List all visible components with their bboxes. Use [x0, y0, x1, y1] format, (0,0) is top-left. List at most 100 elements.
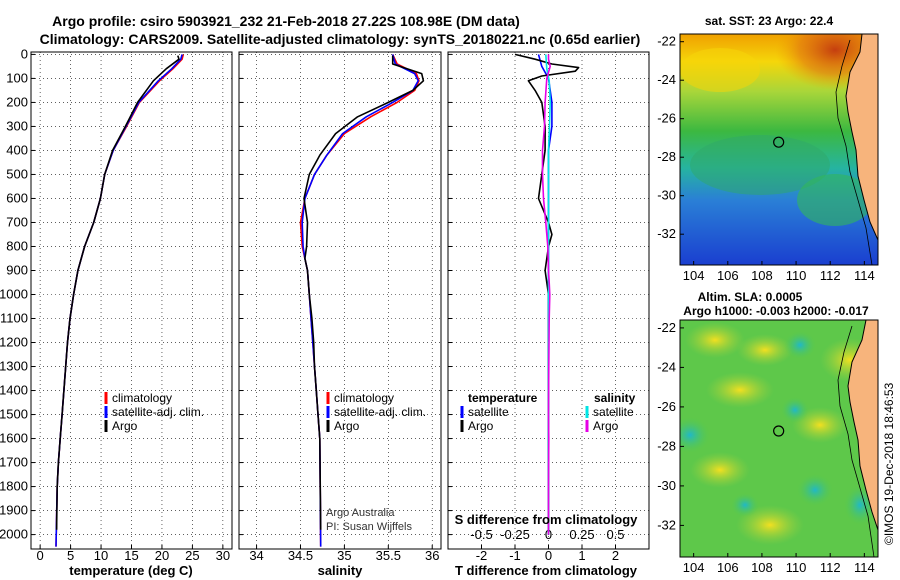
depth-tick-label: 300	[6, 118, 28, 133]
depth-tick-label: 200	[6, 94, 28, 109]
legend-climatology-label: climatology	[112, 391, 172, 405]
sla-latitude-labels: -22 -24 -26 -28 -30 -32	[657, 320, 684, 532]
depth-tick-label: 1600	[0, 431, 28, 446]
salinity-grid	[239, 52, 441, 549]
figure-title-line1: Argo profile: csiro 5903921_232 21-Feb-2…	[52, 13, 520, 29]
sst-map-title: sat. SST: 23 Argo: 22.4	[705, 14, 834, 28]
temperature-axis-label: temperature (deg C)	[69, 563, 193, 578]
x-tick-label: 35.5	[376, 548, 401, 563]
legend-argo-label: Argo	[112, 419, 138, 433]
x-tick-label: -2	[476, 548, 488, 563]
lon-tick-label: 106	[717, 560, 739, 575]
sla-high-1	[685, 322, 745, 358]
lat-tick-label: -28	[657, 438, 676, 453]
sla-high-5	[690, 452, 750, 488]
temperature-grid	[31, 52, 232, 549]
sla-low-2	[784, 331, 816, 359]
s-difference-tick-label: -0.25	[500, 527, 530, 542]
salinity-tick-labels: 34 34.5 35 35.5 36	[249, 548, 439, 563]
salinity-legend: climatology satellite-adj. clim. Argo	[326, 391, 426, 433]
legend-satellite-adj-label: satellite-adj. clim.	[112, 405, 204, 419]
sla-map-panel: Altim. SLA: 0.0005 Argo h1000: -0.003 h2…	[657, 290, 879, 575]
x-tick-label: -1	[509, 548, 521, 563]
lon-tick-label: 110	[786, 268, 807, 283]
legend-s-satellite-label: satellite	[593, 405, 634, 419]
figure-title-line2: Climatology: CARS2009. Satellite-adjuste…	[40, 31, 641, 47]
series-line-argo	[303, 55, 425, 530]
depth-tick-label: 1000	[0, 286, 28, 301]
sst-mid-band	[690, 135, 830, 195]
lon-tick-label: 104	[683, 560, 705, 575]
sla-coastline	[847, 320, 878, 531]
lon-tick-label: 110	[786, 560, 807, 575]
depth-tick-label: 0	[21, 46, 28, 61]
sla-high-3	[706, 372, 774, 408]
sst-shelf-contour	[835, 39, 873, 265]
depth-tick-label: 1800	[0, 479, 28, 494]
series-line-argo	[55, 55, 180, 530]
lat-tick-label: -22	[657, 320, 676, 335]
lon-tick-label: 112	[820, 560, 841, 575]
depth-tick-label: 1700	[0, 455, 28, 470]
legend-satellite-adj-label: satellite-adj. clim.	[334, 405, 426, 419]
depth-tick-label: 1300	[0, 359, 28, 374]
x-tick-label: 1	[578, 548, 585, 563]
legend-climatology-label: climatology	[334, 391, 394, 405]
sst-longitude-labels: 104 106 108 110 112 114	[683, 261, 875, 283]
lat-tick-label: -22	[657, 34, 676, 49]
lat-tick-label: -28	[657, 149, 676, 164]
lon-tick-label: 114	[854, 560, 875, 575]
lon-tick-label: 104	[683, 268, 705, 283]
depth-tick-label: 1500	[0, 407, 28, 422]
x-tick-label: 0	[37, 548, 44, 563]
sst-land-australia	[846, 34, 878, 240]
sla-land-australia	[848, 320, 878, 530]
x-tick-label: 34	[249, 548, 263, 563]
sla-low-3	[781, 397, 809, 423]
s-difference-tick-label: 0.5	[606, 527, 624, 542]
sla-map-subtitle: Argo h1000: -0.003 h2000: -0.017	[683, 304, 869, 318]
sla-map-title: Altim. SLA: 0.0005	[698, 290, 803, 304]
x-tick-label: 34.5	[288, 548, 313, 563]
depth-tick-label: 400	[6, 142, 28, 157]
lat-tick-label: -30	[657, 188, 676, 203]
depth-tick-label: 2000	[0, 527, 28, 542]
depth-tick-label: 500	[6, 166, 28, 181]
sla-field	[680, 320, 878, 557]
lon-tick-label: 108	[751, 560, 773, 575]
x-tick-label: 0	[545, 548, 552, 563]
t-difference-axis-label: T difference from climatology	[455, 563, 638, 578]
credit-pi-name: PI: Susan Wijffels	[326, 521, 412, 533]
lat-tick-label: -32	[657, 517, 676, 532]
x-tick-label: 30	[216, 548, 230, 563]
x-tick-label: 10	[94, 548, 108, 563]
legend-t-satellite-label: satellite	[468, 405, 509, 419]
legend-t-argo-label: Argo	[468, 419, 494, 433]
lat-tick-label: -32	[657, 226, 676, 241]
x-tick-label: 15	[124, 548, 138, 563]
difference-legend: temperature satellite Argo salinity sate…	[460, 391, 636, 433]
temperature-profiles	[55, 54, 185, 547]
lat-tick-label: -24	[657, 72, 676, 87]
sla-longitude-labels: 104 106 108 110 112 114	[683, 553, 875, 575]
sla-high-7	[736, 505, 804, 545]
s-difference-tick-label: 0.25	[569, 527, 594, 542]
lat-tick-label: -24	[657, 359, 676, 374]
temperature-panel: 0100200300400500600700800900100011001200…	[0, 46, 233, 578]
difference-panel: -2 -1 0 1 2 -0.5 -0.25 0 0.25 0.5 S difference f…	[447, 51, 650, 578]
sst-coastline	[845, 34, 878, 241]
depth-tick-label: 700	[6, 214, 28, 229]
depth-tick-label: 600	[6, 190, 28, 205]
t-difference-tick-labels: -2 -1 0 1 2	[476, 548, 619, 563]
salinity-profiles	[299, 54, 425, 547]
lon-tick-label: 112	[820, 268, 841, 283]
temperature-legend: climatology satellite-adj. clim. Argo	[104, 391, 204, 433]
sst-map-panel: sat. SST: 23 Argo: 22.4 -22-24-26-28-30-…	[657, 14, 879, 283]
sst-map-frame	[679, 33, 879, 266]
lat-tick-label: -30	[657, 478, 676, 493]
sla-low-4	[797, 474, 833, 506]
lon-tick-label: 114	[854, 268, 875, 283]
lon-tick-label: 106	[717, 268, 739, 283]
s-difference-tick-label: -0.5	[470, 527, 492, 542]
lat-tick-label: -26	[657, 399, 676, 414]
